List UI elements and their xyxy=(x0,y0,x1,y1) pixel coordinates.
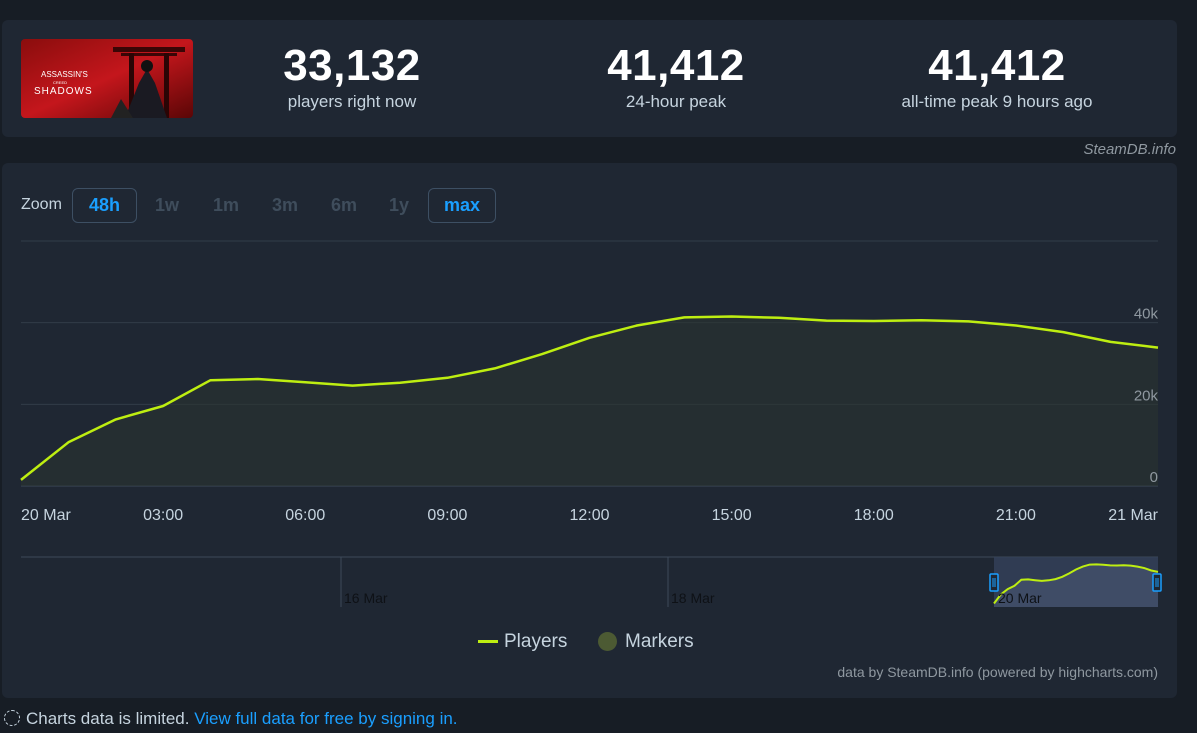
current-players-label: players right now xyxy=(287,92,417,111)
navigator-handle-box xyxy=(1152,573,1162,592)
chart-area-layer xyxy=(20,315,1159,486)
x-tick-label: 21:00 xyxy=(996,507,1036,524)
navigator-area xyxy=(994,564,1158,607)
y-tick-label: 40k xyxy=(1134,306,1159,323)
all-time-peak-stat: 41,412 all-time peak 9 hours ago xyxy=(867,40,1127,112)
navigator-label: 18 Mar xyxy=(671,590,715,606)
x-tick-label: 21 Mar xyxy=(1108,507,1158,524)
x-tick-label: 18:00 xyxy=(854,507,894,524)
navigator-line xyxy=(993,563,1159,605)
navigator-label: 20 Mar xyxy=(998,590,1042,606)
legend-markers[interactable]: Markers xyxy=(598,631,694,653)
players-area-fill xyxy=(21,316,1158,486)
x-tick-label: 20 Mar xyxy=(21,507,71,524)
zoom-1w-button[interactable]: 1w xyxy=(154,195,179,215)
sign-in-link[interactable]: View full data for free by signing in. xyxy=(194,709,458,728)
dashed-circle-icon xyxy=(4,710,20,726)
game-capsule-image[interactable]: ASSASSIN'S CREED SHADOWS xyxy=(21,39,193,118)
x-axis-labels: 20 Mar 03:00 06:00 09:00 12:00 15:00 18:00 21:0… xyxy=(21,507,1159,524)
x-tick-label: 03:00 xyxy=(143,507,183,524)
logo-text-line3: SHADOWS xyxy=(34,86,93,97)
legend-markers-swatch xyxy=(598,632,617,652)
zoom-6m-button[interactable]: 6m xyxy=(330,195,357,215)
navigator-handle[interactable] xyxy=(989,573,999,592)
x-tick-label: 12:00 xyxy=(569,507,609,524)
day-peak-label: 24-hour peak xyxy=(625,92,727,111)
legend-players-label: Players xyxy=(504,631,568,652)
x-tick-label: 06:00 xyxy=(285,507,325,524)
player-count-chart[interactable]: 0 20k 40k 20 Mar 03:00 06:00 09:00 12:00 15:00 1… xyxy=(0,0,1197,620)
all-time-peak-label: all-time peak 9 hours ago xyxy=(901,92,1093,111)
navigator-label: 16 Mar xyxy=(344,590,388,606)
zoom-1y-button[interactable]: 1y xyxy=(388,195,410,215)
steamdb-credit[interactable]: SteamDB.info xyxy=(1083,141,1176,158)
game-capsule-art: ASSASSIN'S CREED SHADOWS xyxy=(21,39,193,118)
limited-data-text: Charts data is limited. xyxy=(26,709,190,728)
legend-players[interactable]: Players xyxy=(478,631,567,653)
navigator-handle[interactable] xyxy=(1152,573,1162,592)
zoom-label: Zoom xyxy=(21,196,62,213)
zoom-3m-button[interactable]: 3m xyxy=(271,195,298,215)
all-time-peak-value: 41,412 xyxy=(928,41,1066,90)
legend-players-swatch xyxy=(478,640,498,644)
y-tick-label: 0 xyxy=(1150,469,1158,486)
legend-markers-label: Markers xyxy=(625,631,694,652)
y-axis-labels: 0 20k 40k xyxy=(1134,306,1159,486)
highcharts-credit[interactable]: data by SteamDB.info (powered by highcha… xyxy=(837,664,1158,680)
day-peak-value: 41,412 xyxy=(607,41,745,90)
logo-text-line2: CREED xyxy=(53,80,67,85)
zoom-48h-button[interactable]: 48h xyxy=(72,188,137,223)
day-peak-stat: 41,412 24-hour peak xyxy=(566,40,786,112)
x-tick-label: 09:00 xyxy=(427,507,467,524)
x-tick-label: 15:00 xyxy=(712,507,752,524)
navigator: 16 Mar 18 Mar 20 Mar xyxy=(21,556,1162,607)
logo-text-line1: ASSASSIN'S xyxy=(41,70,88,79)
navigator-handle-box xyxy=(989,573,999,592)
y-tick-label: 20k xyxy=(1134,387,1159,404)
limited-data-note: Charts data is limited. View full data f… xyxy=(4,709,458,729)
zoom-max-button[interactable]: max xyxy=(428,188,496,223)
stats-card: ASSASSIN'S CREED SHADOWS 33,132 players … xyxy=(2,20,1177,137)
current-players-stat: 33,132 players right now xyxy=(242,40,462,112)
players-series-line xyxy=(20,315,1159,481)
current-players-value: 33,132 xyxy=(283,41,421,90)
zoom-1m-button[interactable]: 1m xyxy=(212,195,239,215)
